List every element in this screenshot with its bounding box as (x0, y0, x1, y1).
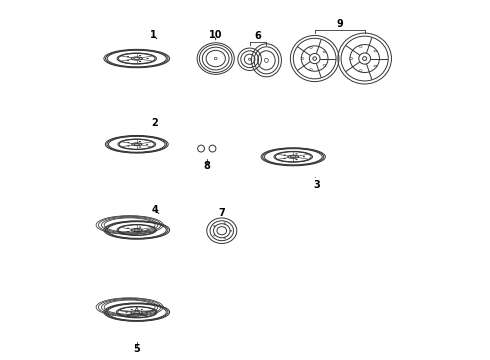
Text: 10: 10 (209, 30, 222, 40)
Text: 2: 2 (151, 118, 158, 128)
Text: 3: 3 (313, 177, 320, 190)
Text: 4: 4 (151, 205, 159, 215)
Text: 9: 9 (336, 18, 343, 28)
Text: 6: 6 (255, 31, 261, 41)
Text: 1: 1 (149, 30, 157, 40)
Text: 8: 8 (203, 161, 210, 171)
Text: 5: 5 (133, 343, 140, 354)
Text: 7: 7 (219, 208, 225, 218)
